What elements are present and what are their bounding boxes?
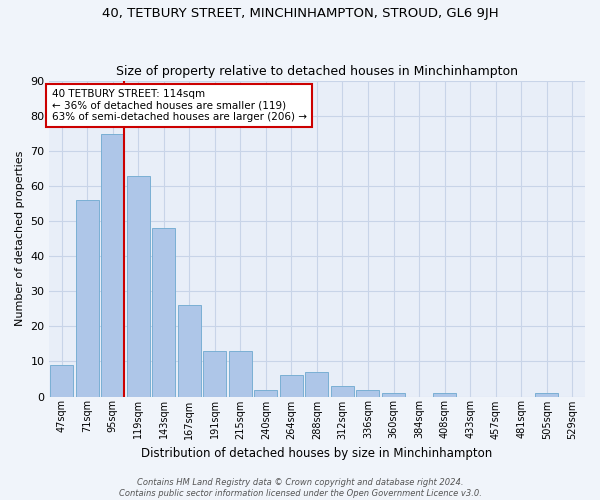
Bar xyxy=(382,393,405,396)
Bar xyxy=(356,390,379,396)
Text: Contains HM Land Registry data © Crown copyright and database right 2024.
Contai: Contains HM Land Registry data © Crown c… xyxy=(119,478,481,498)
Bar xyxy=(305,372,328,396)
X-axis label: Distribution of detached houses by size in Minchinhampton: Distribution of detached houses by size … xyxy=(141,447,493,460)
Title: Size of property relative to detached houses in Minchinhampton: Size of property relative to detached ho… xyxy=(116,66,518,78)
Bar xyxy=(254,390,277,396)
Bar xyxy=(229,351,252,397)
Y-axis label: Number of detached properties: Number of detached properties xyxy=(15,151,25,326)
Bar xyxy=(535,393,558,396)
Bar xyxy=(280,376,303,396)
Bar xyxy=(50,365,73,396)
Text: 40, TETBURY STREET, MINCHINHAMPTON, STROUD, GL6 9JH: 40, TETBURY STREET, MINCHINHAMPTON, STRO… xyxy=(101,8,499,20)
Bar xyxy=(127,176,149,396)
Bar xyxy=(433,393,456,396)
Bar xyxy=(76,200,98,396)
Text: 40 TETBURY STREET: 114sqm
← 36% of detached houses are smaller (119)
63% of semi: 40 TETBURY STREET: 114sqm ← 36% of detac… xyxy=(52,89,307,122)
Bar xyxy=(152,228,175,396)
Bar xyxy=(203,351,226,397)
Bar xyxy=(101,134,124,396)
Bar xyxy=(331,386,354,396)
Bar xyxy=(178,306,201,396)
